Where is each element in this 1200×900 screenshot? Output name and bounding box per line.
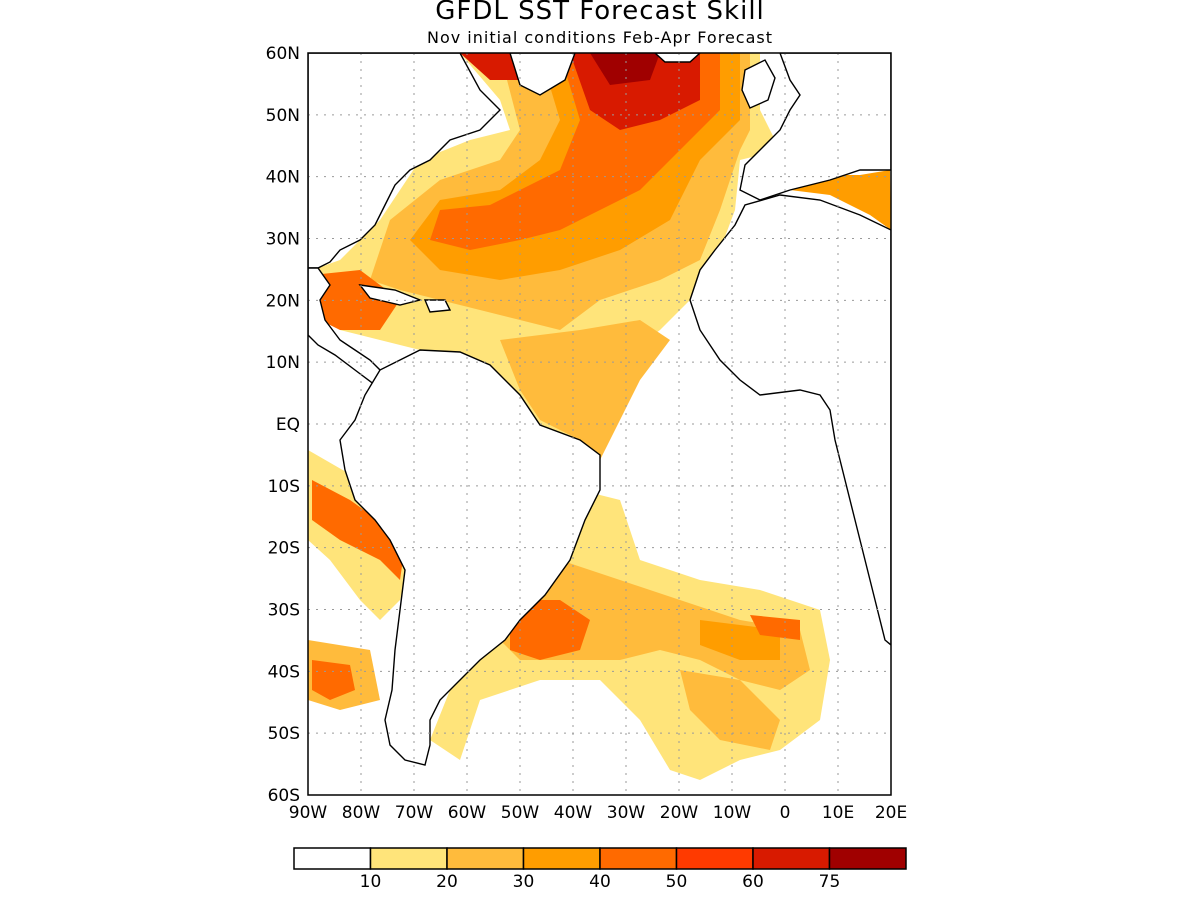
colorbar-label: 75 (819, 872, 841, 892)
lat-label: 20N (266, 291, 300, 311)
lon-label: 0 (780, 803, 791, 823)
lon-label: 10E (822, 803, 854, 823)
colorbar-swatch (752, 847, 831, 870)
lat-label: 10S (268, 477, 300, 497)
skill-region-south-atlantic-40 (510, 600, 590, 660)
colorbar-swatch (675, 847, 754, 870)
colorbar-label: 30 (513, 872, 535, 892)
africa-land (689, 194, 891, 646)
map-title: GFDL SST Forecast Skill (435, 0, 765, 26)
lat-label: 40N (266, 168, 300, 188)
lon-label: 20W (660, 803, 699, 823)
lat-label: 50S (268, 724, 300, 744)
skill-region-south-atlantic-40b (750, 615, 800, 640)
lon-label: 10W (713, 803, 752, 823)
lon-label: 90W (289, 803, 328, 823)
skill-region-north-atlantic-75 (590, 53, 660, 85)
colorbar-label: 10 (360, 872, 382, 892)
lat-label: 50N (266, 106, 300, 126)
lat-label: 30S (268, 601, 300, 621)
skill-region-chile-40 (312, 660, 355, 700)
colorbar-swatch (293, 847, 372, 870)
lat-label: 30N (266, 230, 300, 250)
colorbar-swatch (522, 847, 601, 870)
lat-label: 10N (266, 353, 300, 373)
lon-label: 50W (501, 803, 540, 823)
iceland-land (653, 53, 702, 63)
colorbar-label: 40 (589, 872, 611, 892)
lon-label: 80W (342, 803, 381, 823)
hispaniola-land (423, 299, 452, 313)
greenland-land (509, 53, 576, 96)
map-subtitle: Nov initial conditions Feb-Apr Forecast (426, 28, 773, 47)
lat-label: 60N (266, 44, 300, 64)
gridlines (308, 53, 891, 795)
lon-label: 60W (448, 803, 487, 823)
map-frame (307, 52, 892, 796)
europe-land (739, 53, 891, 201)
colorbar-swatch (446, 847, 525, 870)
british-isles-land (741, 59, 776, 109)
longitude-labels: 90W 80W 70W 60W 50W 40W 30W 20W 10W 0 10E 20E (289, 803, 907, 823)
skill-region-southern-ocean-20 (680, 670, 780, 750)
lon-label: 40W (554, 803, 593, 823)
lat-label: 60S (268, 786, 300, 806)
skill-region-peru-40 (312, 480, 405, 580)
lon-label: 20E (875, 803, 907, 823)
lat-label: EQ (276, 415, 300, 435)
colorbar-label: 50 (666, 872, 688, 892)
colorbar-swatch (369, 847, 448, 870)
latitude-labels: 60N 50N 40N 30N 20N 10N EQ 10S 20S 30S 40S 50S 60S (266, 44, 300, 806)
skill-region-south-atlantic-20 (500, 560, 810, 690)
lat-label: 20S (268, 539, 300, 559)
colorbar-label: 20 (436, 872, 458, 892)
skill-region-mediterranean-30 (790, 170, 891, 230)
colorbar-label: 60 (742, 872, 764, 892)
central-america-land (308, 267, 381, 387)
south-america-land (339, 349, 601, 766)
colorbar: 10 20 30 40 50 60 75 (293, 847, 907, 892)
lon-label: 30W (607, 803, 646, 823)
continent-outlines (308, 53, 891, 766)
colorbar-swatch (828, 847, 907, 870)
colorbar-swatch (599, 847, 678, 870)
north-america-land (308, 53, 501, 269)
lon-label: 70W (395, 803, 434, 823)
lat-label: 40S (268, 662, 300, 682)
skill-region-equatorial-20 (500, 320, 670, 460)
